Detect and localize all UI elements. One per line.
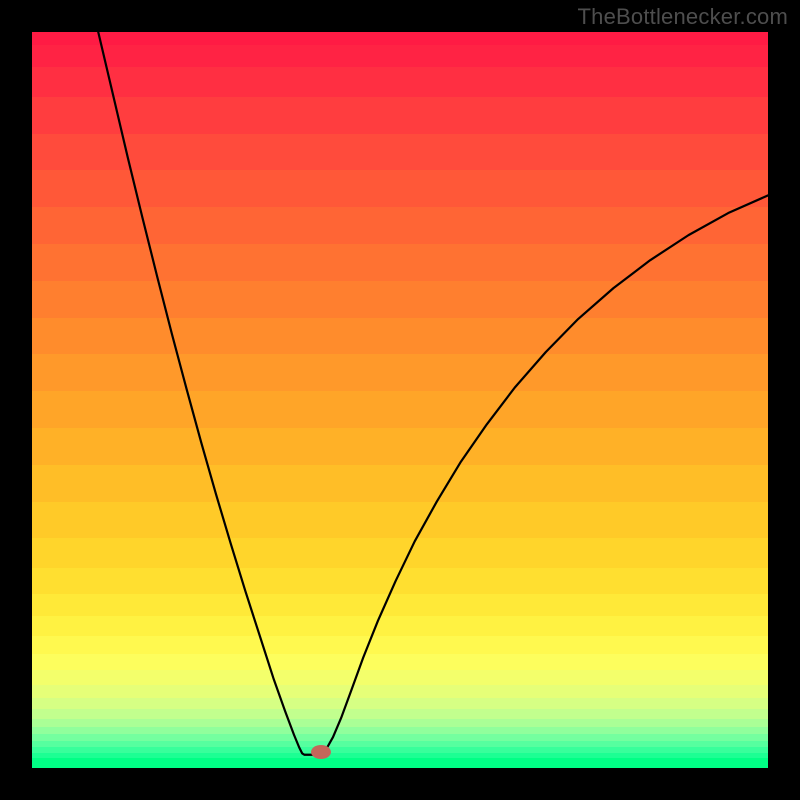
optimum-marker	[311, 745, 331, 759]
curve-line	[98, 32, 768, 755]
plot-area	[32, 32, 768, 768]
watermark-text: TheBottlenecker.com	[578, 4, 788, 30]
chart-frame: TheBottlenecker.com	[0, 0, 800, 800]
bottleneck-curve	[32, 32, 768, 768]
